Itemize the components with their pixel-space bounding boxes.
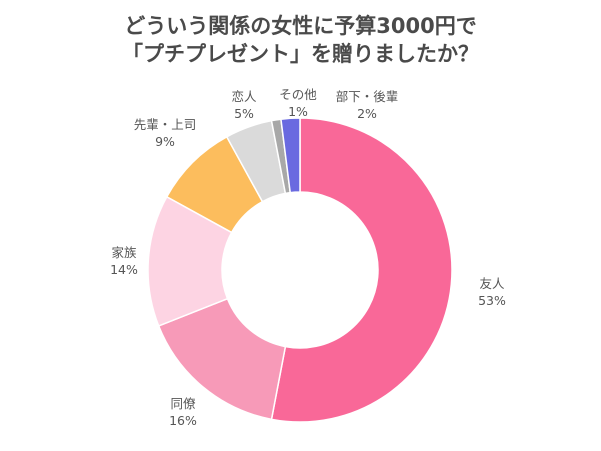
slice-category-label: 部下・後輩 [336,89,399,104]
slice-category-label: 先輩・上司 [134,117,197,132]
slice-value-label: 2% [357,106,377,121]
chart-title: どういう関係の女性に予算3000円で 「プチプレゼント」を贈りましたか？ [0,12,601,68]
slice-category-label: 家族 [111,245,137,260]
slice-label-2: 同僚 16% [169,396,197,428]
slice-value-label: 1% [288,104,308,119]
slice-label-1: 友人 53% [478,276,506,308]
slice-label-4: 先輩・上司 9% [134,117,197,149]
slice-1 [270,117,453,423]
slice-7 [280,117,301,194]
slice-value-label: 16% [169,413,197,428]
slice-value-label: 14% [110,262,138,277]
slice-label-5: 恋人 5% [231,89,257,121]
slice-category-label: 同僚 [170,396,196,411]
slice-value-label: 53% [478,293,506,308]
slice-label-6: その他 1% [279,87,317,119]
slice-label-3: 家族 14% [110,245,138,277]
slice-label-7: 部下・後輩 2% [336,89,399,121]
slice-category-label: 友人 [479,276,505,291]
chart-title-line-2: 「プチプレゼント」を贈りましたか？ [122,42,479,66]
slice-category-label: 恋人 [231,89,257,104]
slice-value-label: 5% [234,106,254,121]
slice-value-label: 9% [155,134,175,149]
chart-title-line-1: どういう関係の女性に予算3000円で [124,14,477,38]
slice-category-label: その他 [279,87,317,102]
